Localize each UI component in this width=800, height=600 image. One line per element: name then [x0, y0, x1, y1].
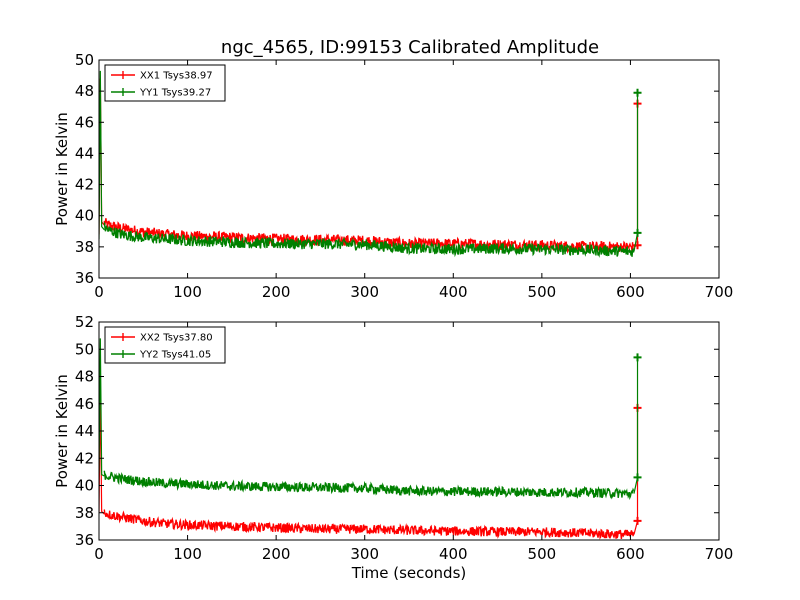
- bottom-x-tick-label: 400: [439, 545, 468, 563]
- bottom-y-tick-label: 46: [75, 395, 94, 413]
- top-y-axis-label: Power in Kelvin: [53, 112, 71, 226]
- bottom-y-tick-label: 50: [75, 340, 94, 358]
- top-series-2-start-spike: [99, 70, 105, 240]
- bottom-y-tick-label: 48: [75, 368, 94, 386]
- bottom-x-tick-label: 700: [705, 545, 734, 563]
- top-series-2: [99, 70, 642, 258]
- bottom-series-1-marker-2: [633, 516, 642, 525]
- top-x-tick-label: 300: [350, 283, 379, 301]
- bottom-series-1-line: [103, 509, 635, 540]
- top-x-tick-label: 500: [528, 283, 557, 301]
- top-series-2-line: [103, 222, 635, 258]
- bottom-series-2-marker-1: [633, 353, 642, 362]
- bottom-series-2-marker-2: [633, 473, 642, 482]
- bottom-legend-label-1: XX2 Tsys37.80: [140, 333, 213, 344]
- top-y-tick-label: 36: [75, 269, 94, 287]
- top-legend: XX1 Tsys38.97 YY1 Tsys39.27: [104, 64, 226, 102]
- top-y-tick-label: 44: [75, 144, 94, 162]
- top-x-tick-label: 0: [94, 283, 104, 301]
- top-plot-panel: 0 100 200 300 400 500 600 700 36 38 40 42 44 46 48 50 P…: [53, 51, 733, 301]
- bottom-legend-label-2: YY2 Tsys41.05: [139, 350, 211, 361]
- bottom-x-tick-label: 300: [350, 545, 379, 563]
- bottom-series-2-line: [103, 470, 635, 501]
- bottom-x-tick-label: 200: [262, 545, 291, 563]
- top-x-tick-label: 100: [173, 283, 202, 301]
- top-y-tick-label: 46: [75, 113, 94, 131]
- bottom-legend: XX2 Tsys37.80 YY2 Tsys41.05: [104, 326, 226, 364]
- bottom-y-axis-label: Power in Kelvin: [53, 374, 71, 488]
- top-plot-frame: [98, 59, 720, 279]
- bottom-legend-box: [104, 326, 226, 364]
- top-x-tick-label: 700: [705, 283, 734, 301]
- bottom-y-tick-label: 40: [75, 477, 94, 495]
- top-y-tick-label: 50: [75, 51, 94, 69]
- top-legend-label-2: YY1 Tsys39.27: [139, 88, 211, 99]
- top-x-tick-label: 200: [262, 283, 291, 301]
- top-series-layer: [99, 70, 642, 258]
- bottom-x-tick-label: 600: [616, 545, 645, 563]
- bottom-x-tick-label: 500: [528, 545, 557, 563]
- figure-title: ngc_4565, ID:99153 Calibrated Amplitude: [221, 37, 599, 58]
- bottom-y-tick-label: 42: [75, 449, 94, 467]
- top-legend-label-1: XX1 Tsys38.97: [140, 71, 213, 82]
- top-legend-box: [104, 64, 226, 102]
- bottom-x-tick-label: 0: [94, 545, 104, 563]
- bottom-series-layer: [99, 338, 642, 540]
- bottom-x-axis-label: Time (seconds): [351, 564, 467, 582]
- top-y-tick-label: 42: [75, 176, 94, 194]
- bottom-axis-ticks: 0 100 200 300 400 500 600 700 36 38 40 42 44 46 48 50 52: [75, 313, 733, 563]
- top-x-tick-label: 600: [616, 283, 645, 301]
- bottom-series-2-start-spike: [99, 338, 105, 477]
- bottom-y-tick-label: 44: [75, 422, 94, 440]
- top-series-2-marker-2: [633, 228, 642, 237]
- bottom-series-2: [99, 338, 642, 501]
- top-axis-ticks: 0 100 200 300 400 500 600 700 36 38 40 42 44 46 48 50: [75, 51, 733, 301]
- bottom-x-tick-label: 100: [173, 545, 202, 563]
- top-series-2-marker-1: [633, 88, 642, 97]
- top-y-tick-label: 38: [75, 238, 94, 256]
- bottom-y-tick-label: 36: [75, 531, 94, 549]
- bottom-y-tick-label: 38: [75, 504, 94, 522]
- top-y-tick-label: 48: [75, 82, 94, 100]
- bottom-plot-panel: 0 100 200 300 400 500 600 700 36 38 40 42 44 46 48 50 52…: [53, 313, 733, 582]
- top-x-tick-label: 400: [439, 283, 468, 301]
- top-y-tick-label: 40: [75, 207, 94, 225]
- bottom-y-tick-label: 52: [75, 313, 94, 331]
